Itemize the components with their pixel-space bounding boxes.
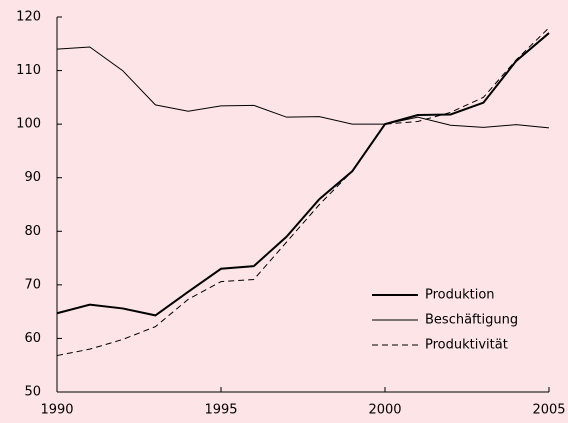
series-line [56, 32, 550, 317]
legend-label: Produktion [425, 288, 495, 303]
legend-label: Produktivität [425, 338, 508, 353]
y-tick-label: 90 [24, 170, 41, 185]
legend-label: Beschäftigung [425, 313, 518, 328]
y-tick-label: 50 [24, 385, 41, 400]
x-tick-label: 2000 [368, 403, 401, 418]
x-tick-label: 2005 [532, 403, 565, 418]
x-tick-label: 1990 [40, 403, 73, 418]
y-tick-label: 120 [16, 10, 41, 25]
series-line [56, 27, 550, 357]
series-line [56, 46, 550, 129]
x-tick-label: 1995 [204, 403, 237, 418]
y-tick-label: 100 [16, 117, 41, 132]
y-tick-label: 80 [24, 224, 41, 239]
y-tick-label: 110 [16, 63, 41, 78]
y-tick-label: 70 [24, 277, 41, 292]
y-tick-label: 60 [24, 331, 41, 346]
